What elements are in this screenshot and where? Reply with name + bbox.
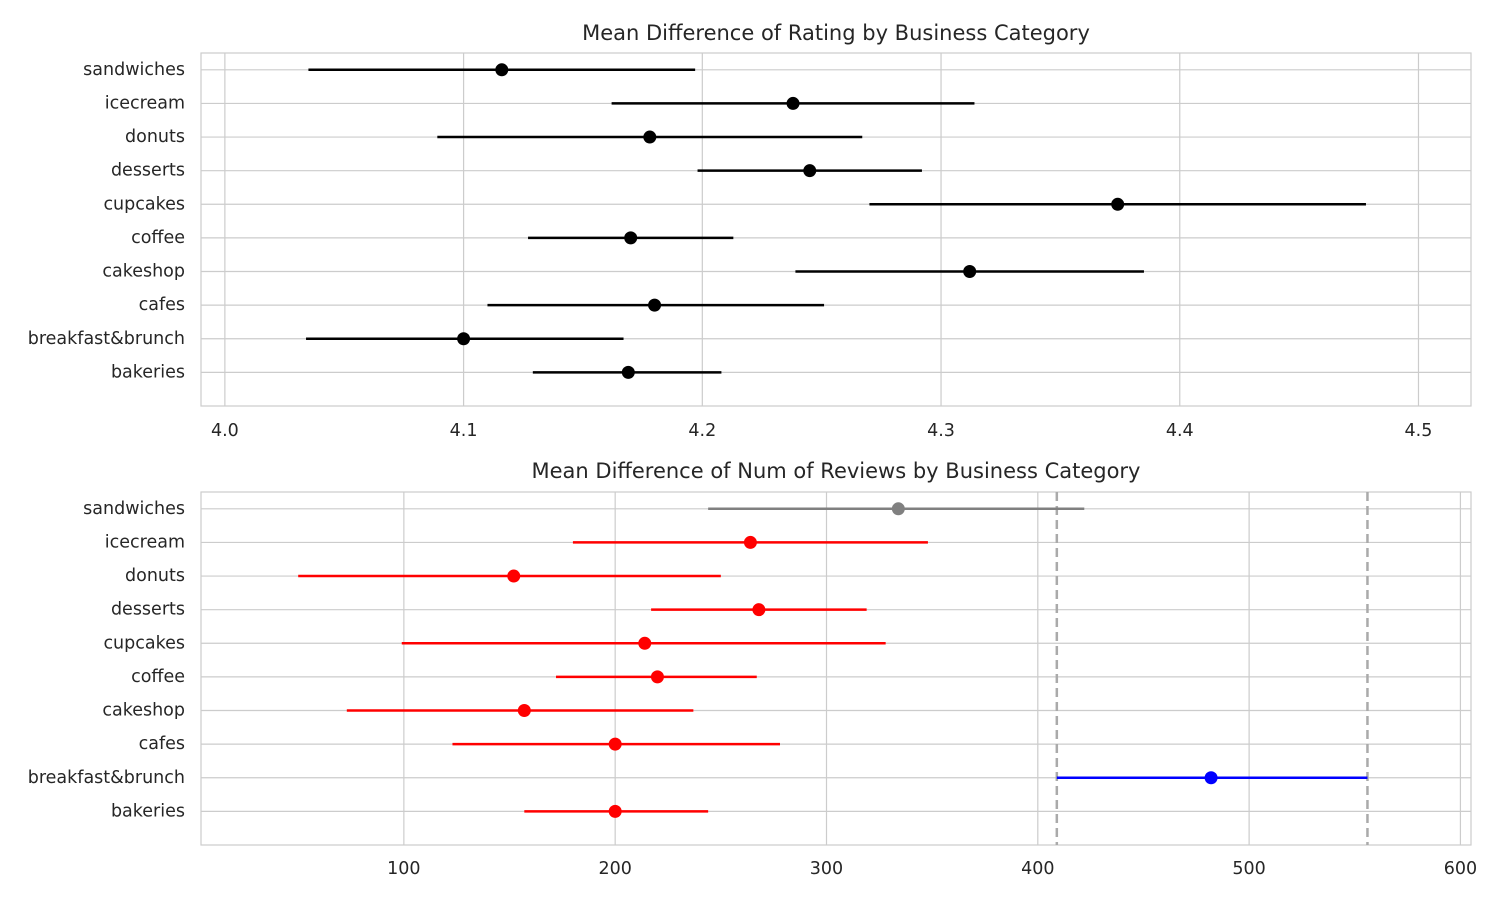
category-label: cupcakes <box>103 633 185 653</box>
mean-point <box>495 63 509 77</box>
category-label: cafes <box>139 295 185 315</box>
category-label: icecream <box>105 93 185 113</box>
mean-point <box>891 502 905 516</box>
x-tick-label: 4.5 <box>1405 421 1433 441</box>
x-tick-label: 4.2 <box>688 421 716 441</box>
x-tick-label: 300 <box>810 859 843 879</box>
mean-point <box>650 670 664 684</box>
x-tick-label: 500 <box>1232 859 1265 879</box>
plot-frame <box>200 52 1472 407</box>
mean-point <box>517 704 531 718</box>
mean-point <box>743 535 757 549</box>
category-label: coffee <box>131 667 185 687</box>
plot-frame <box>200 491 1472 846</box>
mean-point <box>963 265 977 279</box>
mean-point <box>1111 197 1125 211</box>
x-tick-label: 200 <box>598 859 631 879</box>
mean-point <box>638 636 652 650</box>
category-label: donuts <box>125 127 185 147</box>
mean-point <box>624 231 638 245</box>
category-label: sandwiches <box>83 60 185 80</box>
chart-title: Mean Difference of Num of Reviews by Bus… <box>532 459 1141 483</box>
mean-point <box>457 332 471 346</box>
mean-point <box>752 603 766 617</box>
category-label: breakfast&brunch <box>28 329 185 349</box>
category-label: cafes <box>139 734 185 754</box>
mean-point <box>648 298 662 312</box>
category-label: breakfast&brunch <box>28 768 185 788</box>
chart-title: Mean Difference of Rating by Business Ca… <box>582 21 1090 45</box>
category-label: bakeries <box>111 362 185 382</box>
mean-point <box>608 737 622 751</box>
category-label: donuts <box>125 566 185 586</box>
category-label: cupcakes <box>103 194 185 214</box>
category-label: desserts <box>111 161 185 181</box>
mean-point <box>1204 771 1218 785</box>
category-label: desserts <box>111 600 185 620</box>
category-label: sandwiches <box>83 499 185 519</box>
category-label: coffee <box>131 228 185 248</box>
mean-point <box>803 164 817 178</box>
mean-point <box>608 804 622 818</box>
category-label: cakeshop <box>102 701 185 721</box>
category-label: bakeries <box>111 801 185 821</box>
x-tick-label: 4.3 <box>927 421 955 441</box>
x-tick-label: 4.0 <box>211 421 239 441</box>
category-label: cakeshop <box>102 262 185 282</box>
x-tick-label: 4.4 <box>1166 421 1194 441</box>
reviews-chart: Mean Difference of Num of Reviews by Bus… <box>28 459 1477 879</box>
mean-point <box>507 569 521 583</box>
x-tick-label: 100 <box>387 859 420 879</box>
mean-point <box>786 96 800 110</box>
x-tick-label: 400 <box>1021 859 1054 879</box>
category-label: icecream <box>105 532 185 552</box>
mean-point <box>643 130 657 144</box>
rating-chart: Mean Difference of Rating by Business Ca… <box>28 21 1472 441</box>
x-tick-label: 4.1 <box>450 421 478 441</box>
x-tick-label: 600 <box>1444 859 1477 879</box>
mean-point <box>621 365 635 379</box>
